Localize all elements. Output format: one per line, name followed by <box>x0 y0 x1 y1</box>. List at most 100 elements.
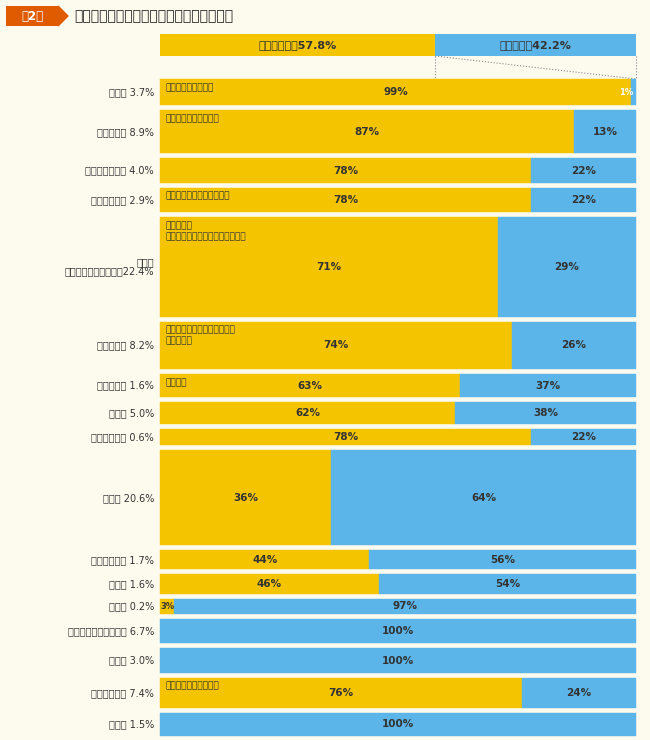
Text: 1%: 1% <box>619 87 633 96</box>
Bar <box>160 34 435 56</box>
Text: 97%: 97% <box>393 602 418 611</box>
Bar <box>160 599 174 614</box>
Bar <box>174 599 636 614</box>
Text: 13%: 13% <box>593 127 618 137</box>
Bar <box>160 429 636 445</box>
Text: 54%: 54% <box>495 579 520 589</box>
Text: 司法警察消防費 4.0%: 司法警察消防費 4.0% <box>85 166 154 175</box>
Bar <box>455 402 636 425</box>
Text: 保健所・ごみ処理等: 保健所・ごみ処理等 <box>165 83 213 92</box>
Text: 24%: 24% <box>566 688 592 698</box>
Bar <box>160 574 636 593</box>
Bar <box>160 158 531 183</box>
Text: 36%: 36% <box>233 493 258 502</box>
Bar <box>6 6 58 26</box>
Text: 公民館、図書館、博物館等: 公民館、図書館、博物館等 <box>165 192 229 201</box>
Text: 100%: 100% <box>382 656 414 665</box>
Bar <box>160 110 636 153</box>
Bar <box>574 110 636 153</box>
Text: 国の割合　42.2%: 国の割合 42.2% <box>500 40 571 50</box>
Bar <box>160 551 369 570</box>
Bar <box>160 110 574 153</box>
Bar <box>160 429 531 445</box>
Text: 46%: 46% <box>257 579 282 589</box>
Text: 37%: 37% <box>536 380 560 391</box>
Text: 100%: 100% <box>382 626 414 636</box>
Text: 3%: 3% <box>160 602 174 611</box>
Text: 100%: 100% <box>382 719 414 730</box>
Bar <box>498 217 636 317</box>
Text: 62%: 62% <box>295 408 320 418</box>
Text: 22%: 22% <box>571 432 596 443</box>
Bar <box>160 574 379 593</box>
Bar <box>160 713 636 736</box>
Bar <box>435 34 636 56</box>
Text: 87%: 87% <box>354 127 380 137</box>
Bar <box>160 619 636 644</box>
Bar <box>160 619 636 644</box>
Bar <box>160 599 636 614</box>
Bar <box>160 450 332 545</box>
Text: 戸籍、住民基本台帳等: 戸籍、住民基本台帳等 <box>165 682 219 690</box>
Bar <box>369 551 636 570</box>
Bar <box>512 322 636 369</box>
Text: 78%: 78% <box>333 166 358 175</box>
Bar <box>160 322 636 369</box>
Text: 公営住宅等: 公営住宅等 <box>165 337 192 346</box>
Bar <box>531 188 636 212</box>
Text: 介護などの老人福祉、生活保護等: 介護などの老人福祉、生活保護等 <box>165 232 246 241</box>
Text: 44%: 44% <box>252 555 278 565</box>
Text: 第2図: 第2図 <box>21 10 43 22</box>
Text: 学校教育費 8.9%: 学校教育費 8.9% <box>97 127 154 137</box>
Text: 公債費 20.6%: 公債費 20.6% <box>103 493 154 502</box>
Text: その他 1.5%: その他 1.5% <box>109 719 154 730</box>
Bar <box>160 374 460 397</box>
Text: 22%: 22% <box>571 166 596 175</box>
Text: 農林水産業費 1.7%: 農林水産業費 1.7% <box>91 555 154 565</box>
Text: （年金関係を除く。）22.4%: （年金関係を除く。）22.4% <box>64 266 154 276</box>
Text: 商工費 5.0%: 商工費 5.0% <box>109 408 154 418</box>
Bar <box>531 158 636 183</box>
Text: 56%: 56% <box>490 555 515 565</box>
Text: 恩給費 0.2%: 恩給費 0.2% <box>109 602 154 611</box>
Bar <box>160 402 636 425</box>
Bar <box>522 678 636 708</box>
Bar <box>160 188 636 212</box>
Bar <box>160 450 636 545</box>
Text: 児童福祉、: 児童福祉、 <box>165 221 192 230</box>
Text: 74%: 74% <box>324 340 349 351</box>
Bar <box>332 450 636 545</box>
Text: 63%: 63% <box>298 380 322 391</box>
Text: 災害復旧費等 0.6%: 災害復旧費等 0.6% <box>91 432 154 443</box>
Text: 国土保全費 1.6%: 国土保全費 1.6% <box>97 380 154 391</box>
Text: 地方の割合　57.8%: 地方の割合 57.8% <box>259 40 337 50</box>
Bar <box>160 551 636 570</box>
Text: 国土開発費 8.2%: 国土開発費 8.2% <box>97 340 154 351</box>
Bar <box>160 713 636 736</box>
Text: 都市計画、道路、橋りょう、: 都市計画、道路、橋りょう、 <box>165 326 235 334</box>
Text: 78%: 78% <box>333 432 358 443</box>
Text: 小・中学校、幼稚園等: 小・中学校、幼稚園等 <box>165 114 219 123</box>
Bar <box>160 79 636 105</box>
Bar <box>160 217 498 317</box>
Text: 住宅等 1.6%: 住宅等 1.6% <box>109 579 154 589</box>
Bar <box>160 374 636 397</box>
Text: 社会教育費等 2.9%: 社会教育費等 2.9% <box>91 195 154 205</box>
Text: 78%: 78% <box>333 195 358 205</box>
Text: 64%: 64% <box>471 493 496 502</box>
Bar <box>631 79 636 105</box>
Bar <box>379 574 636 593</box>
Bar <box>160 678 636 708</box>
Text: 衛生費 3.7%: 衛生費 3.7% <box>109 87 154 97</box>
Bar <box>160 678 522 708</box>
Bar <box>160 322 512 369</box>
Text: 71%: 71% <box>317 262 341 272</box>
Text: 民生費: 民生費 <box>136 258 154 267</box>
Bar <box>160 648 636 673</box>
Bar <box>160 188 531 212</box>
Text: 99%: 99% <box>384 87 408 97</box>
Bar <box>160 79 631 105</box>
Text: 76%: 76% <box>328 688 354 698</box>
Text: 民生費のうち年金関係 6.7%: 民生費のうち年金関係 6.7% <box>68 626 154 636</box>
Text: 河川海岸: 河川海岸 <box>165 378 187 387</box>
